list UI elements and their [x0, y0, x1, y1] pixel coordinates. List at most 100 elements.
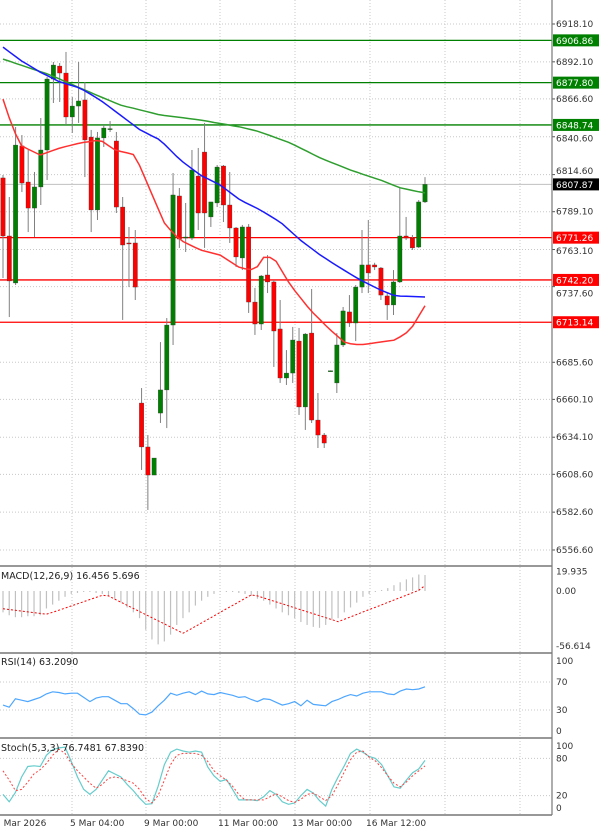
candle-bullish: [38, 149, 44, 188]
level-price-label: 6906.86: [556, 37, 593, 47]
rsi-tick-label: 100: [556, 657, 573, 667]
time-tick-label: 13 Mar 00:00: [292, 819, 352, 829]
candle-bullish: [107, 128, 113, 130]
candle-bullish: [151, 457, 157, 476]
price-tick-label: 6814.60: [556, 167, 593, 177]
candle-bearish: [120, 206, 126, 246]
candle-bearish: [63, 72, 69, 118]
candle-bullish: [290, 339, 296, 374]
candle-bearish: [410, 237, 415, 249]
candle-bearish: [347, 311, 352, 324]
price-tick-label: 6892.10: [556, 58, 593, 68]
candle-bullish: [302, 333, 308, 408]
candle-bullish: [164, 324, 170, 391]
candle-bullish: [328, 370, 333, 372]
price-tick-label: 6737.60: [556, 289, 593, 299]
macd-tick-label: -56.614: [556, 642, 591, 652]
candle-bearish: [145, 446, 151, 476]
moving-average-line: [2, 46, 426, 298]
stoch-panel: Stoch(5,3,3) 76.7481 67.8390: [0, 743, 552, 808]
candle-bearish: [309, 332, 314, 421]
candle-bearish: [195, 175, 201, 214]
level-price-tag: [553, 316, 599, 329]
level-price-label: 6877.80: [556, 79, 593, 89]
candle-bearish: [252, 301, 258, 325]
candle-bearish: [233, 227, 239, 258]
macd-tick-label: 19.935: [556, 568, 588, 578]
stoch-label: Stoch(5,3,3) 76.7481 67.8390: [1, 743, 144, 754]
candle-bearish: [384, 295, 390, 306]
candle-bearish: [227, 204, 233, 229]
candle-bullish: [183, 236, 189, 239]
level-price-tag: [553, 118, 599, 131]
rsi-label: RSI(14) 63.2090: [1, 657, 78, 668]
candle-bullish: [208, 201, 214, 218]
candle-bearish: [82, 99, 88, 141]
level-price-label: 6713.14: [556, 319, 593, 329]
candle-bearish: [25, 181, 31, 209]
price-tick-label: 6660.10: [556, 395, 593, 405]
macd-label: MACD(12,26,9) 16.456 5.696: [1, 571, 140, 582]
moving-average-line: [2, 58, 426, 194]
rsi-tick-label: 0: [556, 727, 562, 737]
candle-bullish: [416, 201, 422, 248]
current-price-label: 6807.87: [556, 181, 593, 191]
price-tick-label: 6918.10: [556, 20, 593, 30]
rsi-panel: RSI(14) 63.2090: [0, 657, 552, 716]
candle-bearish: [139, 402, 144, 448]
candle-bullish: [340, 310, 346, 346]
candle-bullish: [359, 264, 365, 288]
time-tick-label: 5 Mar 04:00: [70, 819, 125, 829]
candle-bearish: [126, 242, 132, 245]
candle-bearish: [315, 419, 321, 436]
price-tick-label: 6763.10: [556, 247, 593, 257]
stoch-tick-label: 80: [556, 754, 568, 764]
candle-bullish: [258, 275, 264, 325]
macd-panel: MACD(12,26,9) 16.456 5.696: [1, 571, 426, 645]
macd-signal-line: [2, 585, 426, 634]
candle-bullish: [95, 137, 100, 211]
price-tick-label: 6582.60: [556, 508, 593, 518]
candle-bearish: [177, 195, 182, 240]
candle-bullish: [69, 105, 75, 118]
current-price-tag: [553, 178, 599, 191]
candle-bearish: [246, 226, 251, 303]
price-tick-label: 6866.60: [556, 95, 593, 105]
stoch-tick-label: 20: [556, 792, 568, 802]
candle-bullish: [284, 372, 289, 379]
level-price-tag: [553, 231, 599, 244]
candle-bullish: [101, 127, 107, 139]
stoch-main-line: [2, 746, 426, 808]
candle-bearish: [0, 177, 6, 237]
moving-averages: [2, 46, 426, 346]
level-price-label: 6742.20: [556, 276, 593, 286]
stoch-tick-label: 0: [556, 804, 562, 814]
candle-bearish: [265, 274, 270, 283]
price-tick-label: 6685.60: [556, 358, 593, 368]
time-tick-label: 3 Mar 2026: [0, 819, 47, 829]
moving-average-line: [2, 98, 426, 346]
candle-bullish: [44, 78, 50, 151]
candle-bullish: [334, 344, 340, 384]
price-tick-label: 6608.60: [556, 470, 593, 480]
rsi-tick-label: 70: [556, 678, 568, 688]
price-tick-label: 6634.10: [556, 433, 593, 443]
stoch-tick-label: 100: [556, 742, 573, 752]
price-tick-label: 6789.10: [556, 208, 593, 218]
time-tick-label: 11 Mar 00:00: [218, 819, 278, 829]
candle-bearish: [271, 281, 277, 332]
candle-bullish: [170, 194, 176, 326]
candle-bullish: [353, 286, 359, 324]
price-tick-label: 6556.60: [556, 546, 593, 556]
candle-bearish: [277, 328, 283, 379]
rsi-tick-label: 30: [556, 706, 568, 716]
candle-bearish: [202, 151, 207, 214]
price-tick-label: 6840.60: [556, 134, 593, 144]
candle-bearish: [378, 267, 384, 296]
level-price-tag: [553, 76, 599, 89]
candle-bullish: [76, 100, 81, 107]
candle-bearish: [321, 434, 327, 444]
level-price-label: 6848.74: [556, 121, 593, 131]
